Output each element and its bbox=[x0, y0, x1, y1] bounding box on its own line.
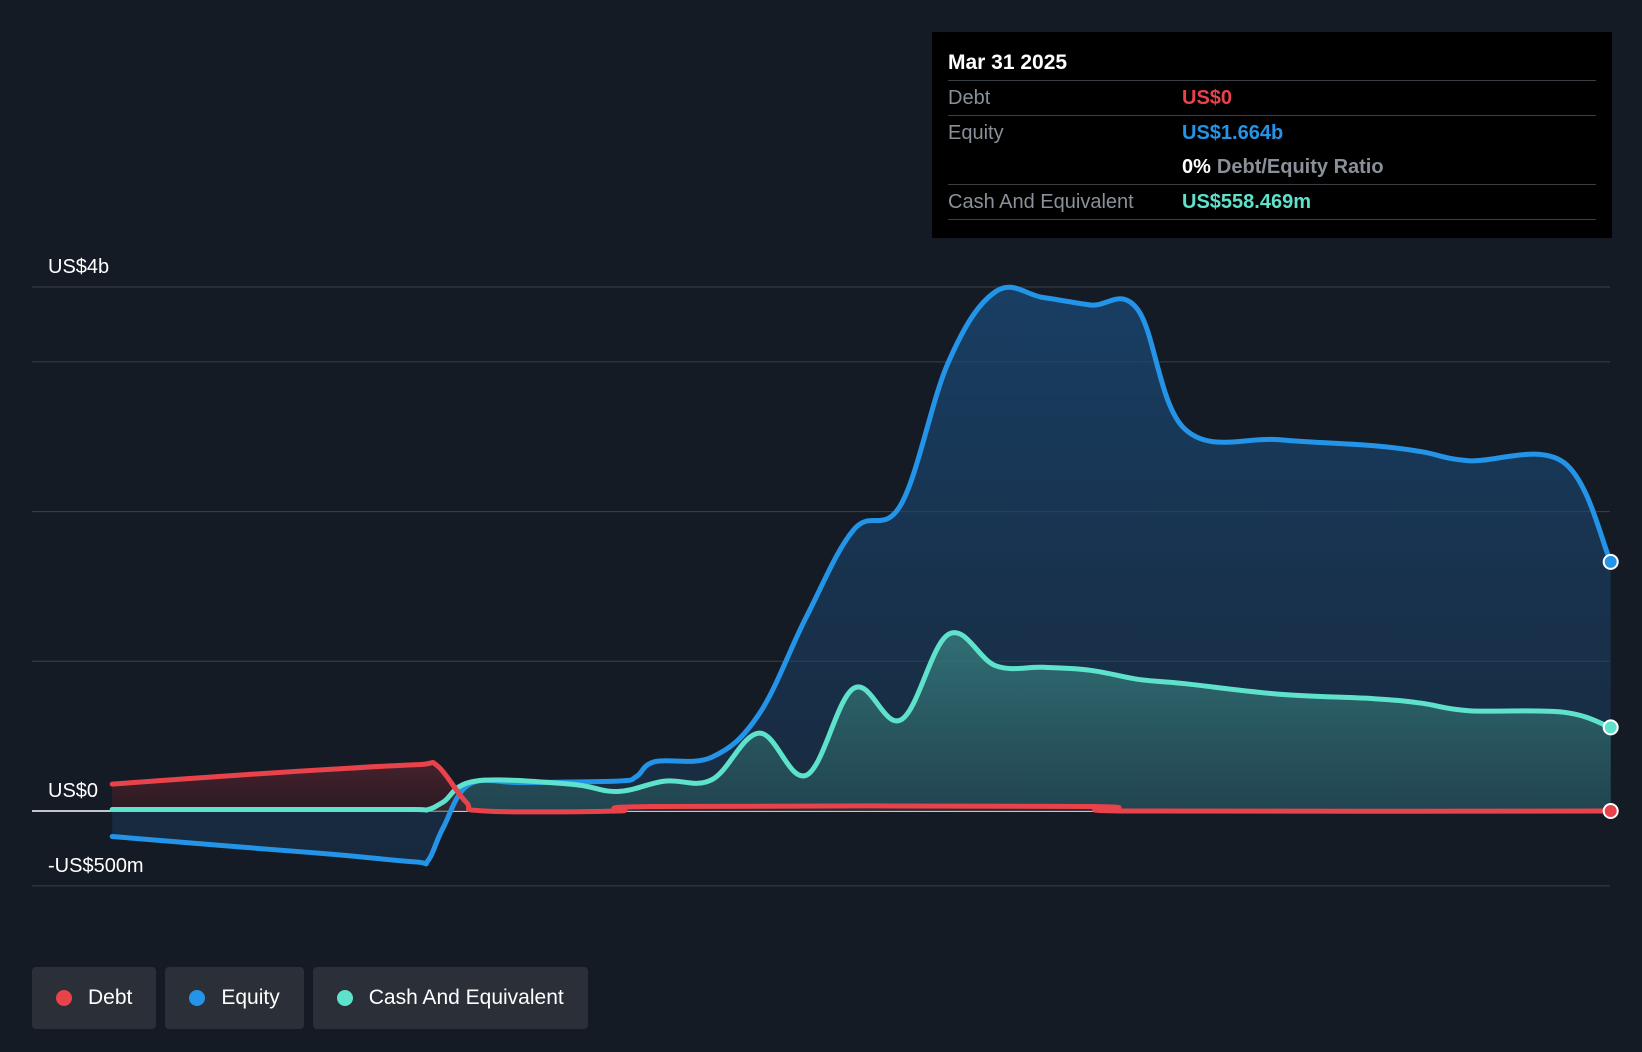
series-lines bbox=[109, 284, 1614, 867]
legend-label-equity: Equity bbox=[221, 986, 280, 1009]
tooltip-cash-label: Cash And Equivalent bbox=[948, 191, 1134, 213]
tooltip-debt-value: US$0 bbox=[1182, 87, 1233, 109]
series-areas bbox=[112, 287, 1611, 864]
tooltip-debt-label: Debt bbox=[948, 87, 991, 109]
legend-label-debt: Debt bbox=[88, 986, 133, 1009]
tooltip-equity-label: Equity bbox=[948, 122, 1004, 144]
line-cash-and-equivalent bbox=[109, 630, 1614, 813]
tooltip-cash-value: US$558.469m bbox=[1182, 191, 1311, 213]
legend-item-cash[interactable]: Cash And Equivalent bbox=[312, 967, 588, 1029]
tooltip-cash-row: Cash And Equivalent US$558.469m bbox=[948, 185, 1596, 220]
tooltip-ratio-label: Debt/Equity Ratio bbox=[1216, 156, 1384, 178]
marker-cash-and-equivalent[interactable] bbox=[1602, 719, 1619, 736]
debt-equity-chart: 20182019202020212022202320242025US$4bUS$… bbox=[32, 256, 1619, 887]
hover-tooltip: Mar 31 2025 Debt US$0 Equity US$1.664b 0… bbox=[932, 32, 1612, 238]
debt-dot-icon bbox=[56, 990, 72, 1006]
line-equity bbox=[109, 284, 1614, 867]
legend-item-equity[interactable]: Equity bbox=[165, 967, 304, 1029]
tooltip-debt-row: Debt US$0 bbox=[948, 81, 1596, 116]
y-label-2: -US$500m bbox=[48, 855, 144, 877]
area-cash-and-equivalent bbox=[112, 632, 1611, 811]
legend: Debt Equity Cash And Equivalent bbox=[32, 967, 588, 1029]
y-label-0: US$4b bbox=[48, 256, 109, 278]
tooltip-ratio-value: 0% bbox=[1182, 156, 1211, 178]
line-debt bbox=[109, 759, 1614, 815]
marker-equity[interactable] bbox=[1602, 553, 1619, 570]
tooltip-ratio-row: 0% Debt/Equity Ratio bbox=[948, 150, 1596, 185]
cash-dot-icon bbox=[336, 990, 353, 1006]
tooltip-equity-row: Equity US$1.664b bbox=[948, 116, 1596, 150]
legend-item-debt[interactable]: Debt bbox=[32, 967, 157, 1029]
legend-label-cash: Cash And Equivalent bbox=[368, 986, 564, 1009]
axis-labels: 20182019202020212022202320242025US$4bUS$… bbox=[48, 256, 144, 877]
marker-debt[interactable] bbox=[1602, 803, 1619, 819]
tooltip-equity-value: US$1.664b bbox=[1182, 122, 1284, 144]
y-label-1: US$0 bbox=[48, 780, 98, 802]
tooltip-date: Mar 31 2025 bbox=[948, 46, 1596, 81]
equity-dot-icon bbox=[189, 990, 206, 1006]
end-markers bbox=[1602, 553, 1619, 819]
area-debt bbox=[112, 762, 1611, 812]
